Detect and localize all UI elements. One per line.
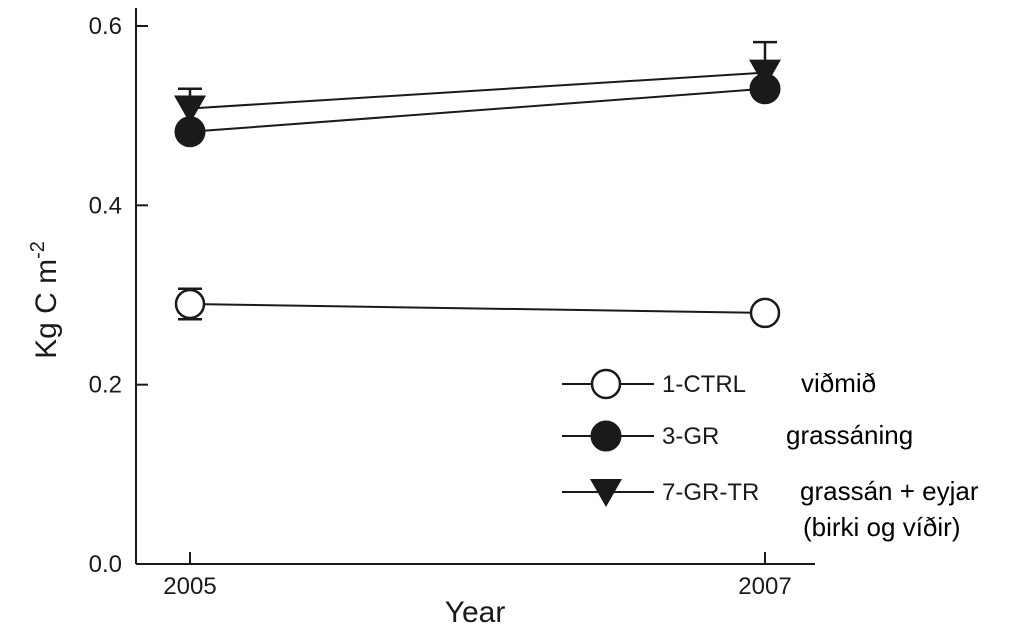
series-7-GR-TR: [174, 40, 781, 124]
series-1-CTRL: [174, 287, 781, 329]
y-axis-title-main: Kg C m: [30, 259, 63, 359]
legend-marker: [590, 368, 622, 400]
legend-marker: [590, 420, 622, 452]
x-tick-label: 2005: [163, 573, 216, 600]
series-3-GR: [174, 73, 781, 148]
data-point: [174, 95, 206, 124]
legend-marker: [590, 479, 622, 507]
series-line: [189, 302, 766, 314]
legend-label: 1-CTRL: [662, 371, 746, 398]
y-tick-label: 0.4: [89, 192, 122, 219]
legend: 1-CTRL viðmið 3-GR grassáning 7-GR-TR grassán…: [562, 368, 979, 542]
y-ticks: 0.0 0.2 0.4 0.6: [89, 13, 148, 578]
legend-item-1-CTRL: 1-CTRL viðmið: [562, 368, 876, 400]
y-tick-label: 0.6: [89, 13, 122, 40]
legend-item-7-GR-TR: 7-GR-TR grassán + eyjar (birki og víðir): [562, 476, 979, 542]
data-point: [174, 116, 206, 148]
y-tick-label: 0.2: [89, 372, 122, 399]
x-tick-label: 2007: [738, 573, 791, 600]
series-layer: [174, 40, 781, 329]
y-tick-label: 0.0: [89, 551, 122, 578]
legend-label: 3-GR: [662, 423, 719, 450]
series-line: [189, 71, 766, 110]
legend-note: viðmið: [801, 368, 876, 398]
data-point: [174, 288, 206, 320]
legend-note: grassáning: [786, 420, 913, 450]
x-axis-title: Year: [445, 596, 506, 629]
y-axis-title: Kg C m-2: [27, 241, 63, 359]
legend-note-2: (birki og víðir): [803, 512, 960, 542]
series-line: [189, 87, 766, 133]
data-point: [749, 297, 781, 329]
y-axis-title-superscript: -2: [27, 241, 49, 259]
legend-label: 7-GR-TR: [662, 479, 759, 506]
axes: [135, 8, 815, 565]
x-ticks: 2005 2007: [163, 552, 792, 600]
legend-item-3-GR: 3-GR grassáning: [562, 420, 913, 452]
data-point: [749, 73, 781, 105]
legend-note: grassán + eyjar: [800, 476, 979, 506]
